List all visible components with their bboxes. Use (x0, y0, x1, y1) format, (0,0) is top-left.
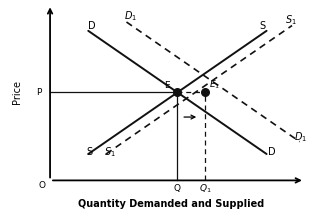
Text: Price: Price (12, 80, 22, 104)
Text: D: D (268, 147, 276, 157)
Text: $D_1$: $D_1$ (295, 130, 308, 144)
Text: S: S (260, 21, 266, 31)
Text: S: S (86, 147, 93, 157)
Point (175, 91, 180, 94)
Text: Q: Q (174, 184, 181, 193)
Text: O: O (39, 181, 46, 190)
Text: Quantity Demanded and Supplied: Quantity Demanded and Supplied (78, 199, 264, 209)
Text: D: D (88, 21, 96, 31)
Text: P: P (36, 88, 41, 97)
Text: $E_1$: $E_1$ (209, 79, 220, 91)
Text: E: E (165, 81, 170, 90)
Text: $S_1$: $S_1$ (285, 13, 297, 27)
Text: $D_1$: $D_1$ (124, 9, 137, 23)
Text: $S_1$: $S_1$ (104, 145, 116, 159)
Point (203, 91, 208, 94)
Text: $Q_1$: $Q_1$ (199, 182, 212, 194)
